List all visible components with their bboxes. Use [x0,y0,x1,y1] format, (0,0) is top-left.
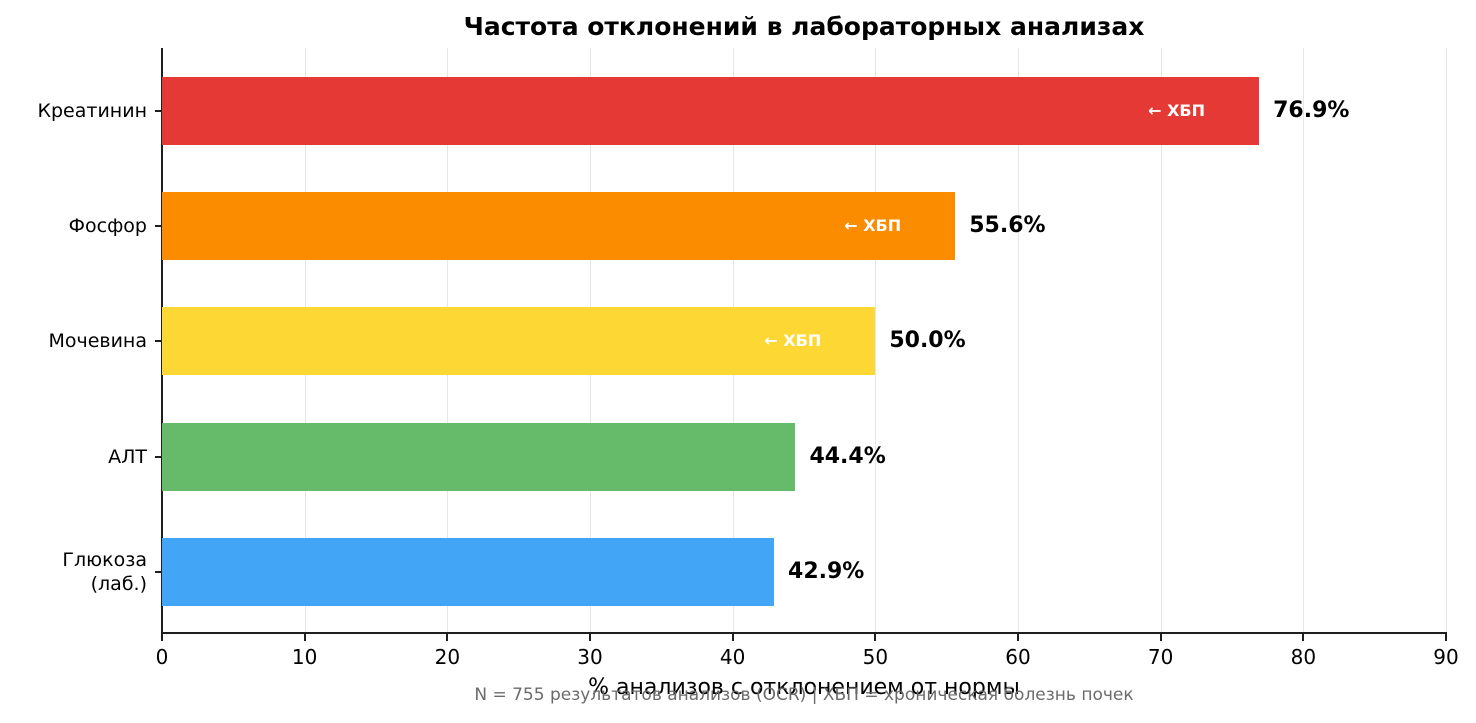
x-tick-mark [1302,633,1305,641]
value-label: 55.6% [969,213,1046,238]
value-label: 44.4% [809,444,886,469]
bar [162,307,876,375]
y-category-label: Мочевина [48,330,147,352]
bar [162,538,775,606]
x-tick-mark [589,633,591,641]
x-axis-spine [161,632,1447,634]
x-tick-label: 70 [1147,645,1174,669]
x-tick-mark [874,633,877,641]
bar [162,423,796,491]
y-tick-mark [155,110,162,112]
value-label: 42.9% [788,559,865,584]
x-tick-mark [446,633,449,641]
x-tick-label: 80 [1290,645,1317,669]
y-tick-mark [155,340,162,342]
x-tick-label: 60 [1005,645,1031,669]
x-tick-label: 20 [434,645,461,669]
gridline [1160,48,1162,633]
y-tick-mark [155,571,162,573]
bar [162,77,1260,145]
x-tick-mark [1445,633,1447,641]
gridline [1446,48,1447,633]
x-tick-mark [1017,633,1019,641]
x-tick-label: 90 [1433,645,1459,669]
y-category-label: Глюкоза (лаб.) [62,549,147,595]
x-tick-label: 0 [155,645,169,669]
x-tick-label: 50 [862,645,889,669]
x-tick-label: 10 [291,645,318,669]
x-tick-label: 30 [577,645,603,669]
x-tick-mark [1159,633,1162,641]
x-tick-mark [303,633,306,641]
value-label: 76.9% [1273,98,1350,123]
x-tick-label: 40 [719,645,746,669]
y-category-label: АЛТ [108,446,147,468]
ckd-annotation: ← ХБП [844,216,902,235]
y-tick-mark [155,225,162,227]
footnote: N = 755 результатов анализов (OCR) | ХБП… [474,685,1134,705]
chart-title: Частота отклонений в лабораторных анализ… [463,12,1145,41]
value-label: 50.0% [889,328,966,353]
gridline [875,48,877,633]
y-category-label: Фосфор [68,215,147,237]
ckd-annotation: ← ХБП [764,331,822,350]
y-tick-mark [155,456,162,458]
y-category-label: Креатинин [37,100,148,122]
ckd-annotation: ← ХБП [1148,101,1205,120]
x-tick-mark [161,633,163,641]
bar [162,192,956,260]
x-tick-mark [731,633,734,641]
x-axis-label: % анализов с отклонением от нормы [588,675,1020,700]
gridline [1018,48,1019,633]
gridline [1303,48,1305,633]
